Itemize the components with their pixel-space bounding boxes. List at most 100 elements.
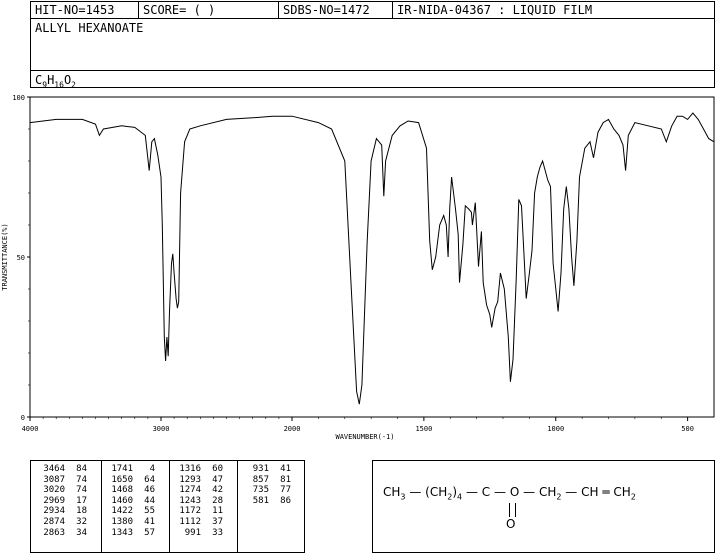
peak-row: 3087 74 bbox=[37, 475, 87, 486]
ester-oxygen: O bbox=[509, 485, 520, 499]
peak-transmittance: 18 bbox=[76, 506, 87, 517]
peak-row: 2934 18 bbox=[37, 506, 87, 517]
peak-wavenumber: 1293 bbox=[179, 474, 201, 485]
peak-wavenumber: 2969 bbox=[43, 495, 65, 506]
peak-row: 1243 28 bbox=[173, 496, 223, 507]
allyl-ch2-c: CH bbox=[538, 485, 557, 499]
peak-row: 1741 4 bbox=[105, 464, 155, 475]
chain-h-count: 2 bbox=[447, 492, 453, 502]
peak-wavenumber: 3464 bbox=[43, 464, 65, 474]
peak-row: 581 86 bbox=[241, 496, 291, 507]
peak-row: 1468 46 bbox=[105, 485, 155, 496]
chain-close-paren: ) bbox=[452, 485, 458, 499]
peak-wavenumber: 857 bbox=[252, 474, 269, 485]
peak-transmittance: 42 bbox=[212, 485, 223, 496]
peak-wavenumber: 581 bbox=[252, 495, 269, 506]
terminal-ch2-c: CH bbox=[613, 485, 631, 499]
formula-o-count: 2 bbox=[71, 80, 76, 90]
peak-wavenumber: 1650 bbox=[111, 474, 133, 485]
peak-transmittance: 33 bbox=[212, 527, 223, 538]
peak-column: 3464 84 3087 74 3020 74 2969 17 2934 18 2874 32 2863… bbox=[37, 464, 87, 538]
peak-transmittance: 74 bbox=[76, 485, 87, 496]
peak-transmittance: 46 bbox=[144, 485, 155, 496]
peak-transmittance: 64 bbox=[144, 474, 155, 485]
terminal-ch2-h-count: 2 bbox=[630, 492, 636, 502]
plot-frame bbox=[29, 96, 715, 418]
carbonyl-oxygen: O bbox=[506, 517, 516, 531]
bond-2: — bbox=[465, 485, 478, 499]
bond-4: — bbox=[523, 485, 536, 499]
ir-identifier: IR-NIDA-04367 : LIQUID FILM bbox=[397, 3, 593, 17]
peak-transmittance: 11 bbox=[212, 506, 223, 517]
formula-h-count: 16 bbox=[54, 80, 64, 90]
peak-wavenumber: 3087 bbox=[43, 474, 65, 485]
formula-h-label: H bbox=[47, 73, 55, 87]
peak-transmittance: 41 bbox=[280, 464, 291, 474]
peak-transmittance: 77 bbox=[280, 485, 291, 496]
peak-row: 1343 57 bbox=[105, 528, 155, 539]
peak-transmittance: 60 bbox=[212, 464, 223, 474]
y-axis-label: TRANSMITTANCE(%) bbox=[1, 223, 9, 290]
peak-transmittance: 47 bbox=[212, 474, 223, 485]
structural-formula: CH3 — (CH2)4 — C — O — CH2 — CH ═ CH2 bbox=[383, 485, 636, 501]
peak-row: 931 41 bbox=[241, 464, 291, 475]
peak-wavenumber: 1243 bbox=[179, 495, 201, 506]
peak-transmittance: 34 bbox=[76, 527, 87, 538]
peak-transmittance: 17 bbox=[76, 495, 87, 506]
peak-row: 2863 34 bbox=[37, 528, 87, 539]
column-separator bbox=[101, 461, 102, 552]
bond-1: — bbox=[409, 485, 422, 499]
peak-row: 1172 11 bbox=[173, 506, 223, 517]
x-tick-label: 1000 bbox=[547, 425, 564, 433]
carbonyl-carbon: C bbox=[481, 485, 491, 499]
x-tick-label: 4000 bbox=[22, 425, 39, 433]
spectrum-series-line bbox=[29, 112, 715, 405]
y-tick-label: 50 bbox=[17, 254, 25, 262]
peak-wavenumber: 2863 bbox=[43, 527, 65, 538]
peak-row: 1316 60 bbox=[173, 464, 223, 475]
peak-wavenumber: 1274 bbox=[179, 485, 201, 496]
peak-row: 3464 84 bbox=[37, 464, 87, 475]
peak-row: 857 81 bbox=[241, 475, 291, 486]
peak-wavenumber: 991 bbox=[184, 527, 201, 538]
peak-transmittance: 44 bbox=[144, 495, 155, 506]
peak-wavenumber: 1741 bbox=[111, 464, 133, 474]
allyl-ch2-h-count: 2 bbox=[556, 492, 562, 502]
hit-number: HIT-NO=1453 bbox=[31, 2, 139, 19]
ir-spectrum-chart: 4000 3000 2000 1500 1000 500 0 50 100 WAVENUMBER… bbox=[1, 94, 715, 441]
peak-transmittance: 28 bbox=[212, 495, 223, 506]
peak-transmittance: 32 bbox=[76, 516, 87, 527]
terminal-ch2: CH2 bbox=[613, 485, 636, 502]
peak-column: 1316 60 1293 47 1274 42 1243 28 1172 11 1112 37 991 3… bbox=[173, 464, 223, 538]
peak-row: 1293 47 bbox=[173, 475, 223, 486]
peak-transmittance: 57 bbox=[144, 527, 155, 538]
methyl-c: CH bbox=[383, 485, 401, 499]
double-bond: ═ bbox=[602, 485, 610, 499]
score: SCORE= ( ) bbox=[139, 2, 279, 19]
column-separator bbox=[169, 461, 170, 552]
peak-table: 3464 84 3087 74 3020 74 2969 17 2934 18 2874 32 2863… bbox=[30, 460, 305, 553]
peak-wavenumber: 2874 bbox=[43, 516, 65, 527]
chain-repeat-count: 4 bbox=[457, 492, 463, 502]
formula-c-label: C bbox=[35, 73, 43, 87]
chain-open-paren: ( bbox=[425, 485, 430, 499]
bond-5: — bbox=[565, 485, 578, 499]
peak-transmittance: 81 bbox=[280, 474, 291, 485]
peak-row: 1460 44 bbox=[105, 496, 155, 507]
peak-wavenumber: 2934 bbox=[43, 506, 65, 517]
peak-row: 1274 42 bbox=[173, 485, 223, 496]
peak-row: 1380 41 bbox=[105, 517, 155, 528]
structure-box: CH3 — (CH2)4 — C — O — CH2 — CH ═ CH2 O bbox=[372, 460, 715, 553]
peak-transmittance: 74 bbox=[76, 474, 87, 485]
peak-row: 1112 37 bbox=[173, 517, 223, 528]
methylene-chain: (CH2)4 bbox=[425, 485, 463, 502]
y-tick-label: 0 bbox=[21, 414, 25, 422]
peak-wavenumber: 1112 bbox=[179, 516, 201, 527]
methyl-group: CH3 bbox=[383, 485, 406, 501]
peak-row: 2969 17 bbox=[37, 496, 87, 507]
peak-row: 3020 74 bbox=[37, 485, 87, 496]
peak-wavenumber: 1422 bbox=[111, 506, 133, 517]
peak-wavenumber: 1316 bbox=[179, 464, 201, 474]
peak-row: 1650 64 bbox=[105, 475, 155, 486]
allyl-ch2: CH2 bbox=[538, 485, 562, 502]
